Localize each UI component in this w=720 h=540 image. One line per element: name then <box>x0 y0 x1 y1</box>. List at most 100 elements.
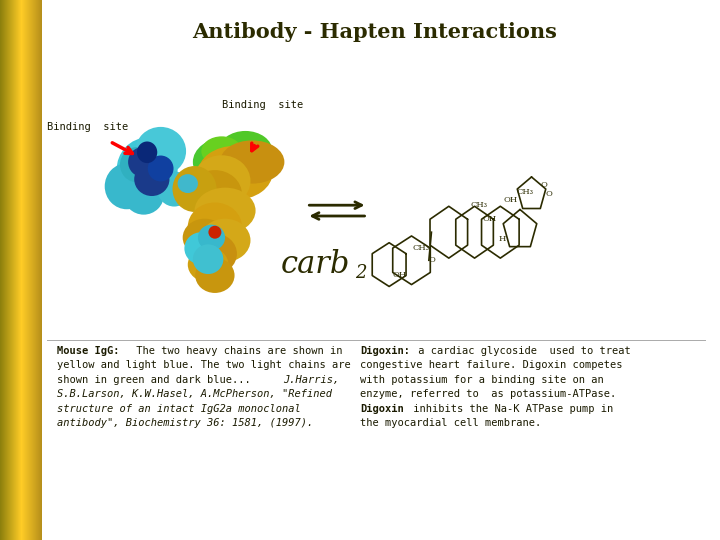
Text: antibody", Biochemistry 36: 1581, (1997).: antibody", Biochemistry 36: 1581, (1997)… <box>57 418 313 428</box>
Text: Digoxin:: Digoxin: <box>360 346 410 356</box>
Ellipse shape <box>120 147 154 183</box>
Bar <box>37 0 38 540</box>
Bar <box>12 0 13 540</box>
Bar <box>36 0 37 540</box>
Ellipse shape <box>218 131 272 172</box>
Bar <box>5 0 6 540</box>
Text: O: O <box>428 256 436 264</box>
Ellipse shape <box>183 219 227 256</box>
Text: O: O <box>540 181 547 189</box>
Bar <box>15 0 16 540</box>
Bar <box>30 0 31 540</box>
Bar <box>31 0 32 540</box>
Bar <box>21 0 22 540</box>
Ellipse shape <box>173 166 217 212</box>
Ellipse shape <box>193 233 237 274</box>
Bar <box>29 0 30 540</box>
Bar <box>18 0 19 540</box>
Ellipse shape <box>198 146 272 200</box>
Text: The two heavy chains are shown in: The two heavy chains are shown in <box>130 346 343 356</box>
Ellipse shape <box>198 225 225 251</box>
Text: O: O <box>545 191 552 198</box>
Ellipse shape <box>128 147 156 177</box>
Ellipse shape <box>184 232 218 265</box>
Text: Digoxin: Digoxin <box>360 403 404 414</box>
Bar <box>0 0 1 540</box>
Bar <box>1 0 2 540</box>
Ellipse shape <box>193 244 223 274</box>
Ellipse shape <box>134 163 169 196</box>
Text: J.Harris,: J.Harris, <box>283 375 339 384</box>
Bar <box>33 0 34 540</box>
Text: CH₃: CH₃ <box>516 188 534 195</box>
Bar <box>6 0 7 540</box>
Text: yellow and light blue. The two light chains are: yellow and light blue. The two light cha… <box>57 360 351 370</box>
Bar <box>9 0 10 540</box>
Text: structure of an intact IgG2a monoclonal: structure of an intact IgG2a monoclonal <box>57 403 301 414</box>
Bar <box>8 0 9 540</box>
Ellipse shape <box>148 156 174 181</box>
Bar <box>34 0 35 540</box>
Text: S.B.Larson, K.W.Hasel, A.McPherson, "Refined: S.B.Larson, K.W.Hasel, A.McPherson, "Ref… <box>57 389 332 399</box>
Bar <box>10 0 11 540</box>
Ellipse shape <box>188 247 228 282</box>
Text: OH: OH <box>482 215 497 222</box>
Text: Binding  site: Binding site <box>47 122 128 132</box>
Ellipse shape <box>202 136 242 166</box>
Bar <box>3 0 4 540</box>
Bar <box>17 0 18 540</box>
Bar <box>19 0 20 540</box>
Ellipse shape <box>137 141 157 163</box>
Bar <box>35 0 36 540</box>
Text: Binding  site: Binding site <box>222 100 303 110</box>
Text: carb: carb <box>281 249 351 280</box>
Text: enzyme, referred to  as potassium-ATPase.: enzyme, referred to as potassium-ATPase. <box>360 389 616 399</box>
Bar <box>41 0 42 540</box>
Text: congestive heart failure. Digoxin competes: congestive heart failure. Digoxin compet… <box>360 360 623 370</box>
Ellipse shape <box>117 138 178 202</box>
Ellipse shape <box>220 140 284 184</box>
Bar <box>26 0 27 540</box>
Ellipse shape <box>123 174 164 214</box>
Text: a cardiac glycoside  used to treat: a cardiac glycoside used to treat <box>412 346 631 356</box>
Bar <box>13 0 14 540</box>
Ellipse shape <box>194 188 256 233</box>
Bar <box>24 0 25 540</box>
Bar <box>23 0 24 540</box>
Bar <box>16 0 17 540</box>
Text: CH₃: CH₃ <box>470 201 487 209</box>
Ellipse shape <box>188 202 242 251</box>
Ellipse shape <box>195 258 235 293</box>
Text: the myocardial cell membrane.: the myocardial cell membrane. <box>360 418 541 428</box>
Bar <box>4 0 5 540</box>
Bar <box>32 0 33 540</box>
Text: CH₃: CH₃ <box>413 245 430 252</box>
Text: Mouse IgG:: Mouse IgG: <box>57 346 120 356</box>
Text: with potassium for a binding site on an: with potassium for a binding site on an <box>360 375 604 384</box>
Bar <box>11 0 12 540</box>
Text: OH: OH <box>392 272 406 279</box>
Ellipse shape <box>104 163 149 209</box>
Text: OH: OH <box>503 196 517 204</box>
Bar <box>25 0 26 540</box>
Bar <box>40 0 41 540</box>
Bar <box>27 0 28 540</box>
Bar <box>38 0 39 540</box>
Bar <box>14 0 15 540</box>
Ellipse shape <box>188 170 242 219</box>
Text: shown in green and dark blue...: shown in green and dark blue... <box>57 375 251 384</box>
Ellipse shape <box>157 172 192 206</box>
Ellipse shape <box>193 156 251 206</box>
Ellipse shape <box>135 127 186 176</box>
Text: 2: 2 <box>356 264 367 281</box>
Bar <box>2 0 3 540</box>
Bar <box>28 0 29 540</box>
Text: H: H <box>498 235 505 243</box>
Bar <box>39 0 40 540</box>
Ellipse shape <box>193 138 257 186</box>
Bar <box>22 0 23 540</box>
Bar <box>7 0 8 540</box>
Ellipse shape <box>199 219 251 262</box>
Text: inhibits the Na-K ATPase pump in: inhibits the Na-K ATPase pump in <box>407 403 613 414</box>
Text: Antibody - Hapten Interactions: Antibody - Hapten Interactions <box>192 22 557 42</box>
